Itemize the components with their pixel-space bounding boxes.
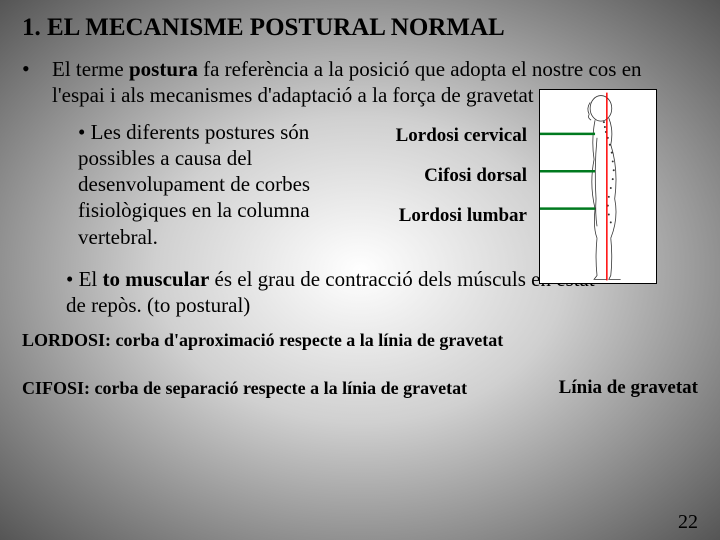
label-cervical: Lordosi cervical (356, 125, 531, 147)
lordosi-definition: LORDOSI: corba d'aproximació respecte a … (22, 330, 698, 351)
para2-bold: to muscular (103, 267, 210, 291)
anatomy-diagram (539, 89, 657, 284)
intro-bold: postura (129, 57, 198, 81)
cifosi-definition: CIFOSI: corba de separació respecte a la… (22, 378, 467, 399)
muscular-tone-paragraph: • El to muscular és el grau de contracci… (66, 266, 606, 319)
intro-pre: El terme (52, 57, 129, 81)
page-number: 22 (678, 511, 698, 534)
mid-paragraph: • Les diferents postures són possibles a… (78, 119, 348, 250)
gravity-line-label: Línia de gravetat (559, 377, 698, 399)
para2-pre: • El (66, 267, 103, 291)
bullet-mark: • (22, 56, 52, 109)
label-lumbar: Lordosi lumbar (356, 205, 531, 227)
label-dorsal: Cifosi dorsal (356, 165, 531, 187)
slide-title: 1. EL MECANISME POSTURAL NORMAL (22, 14, 698, 42)
